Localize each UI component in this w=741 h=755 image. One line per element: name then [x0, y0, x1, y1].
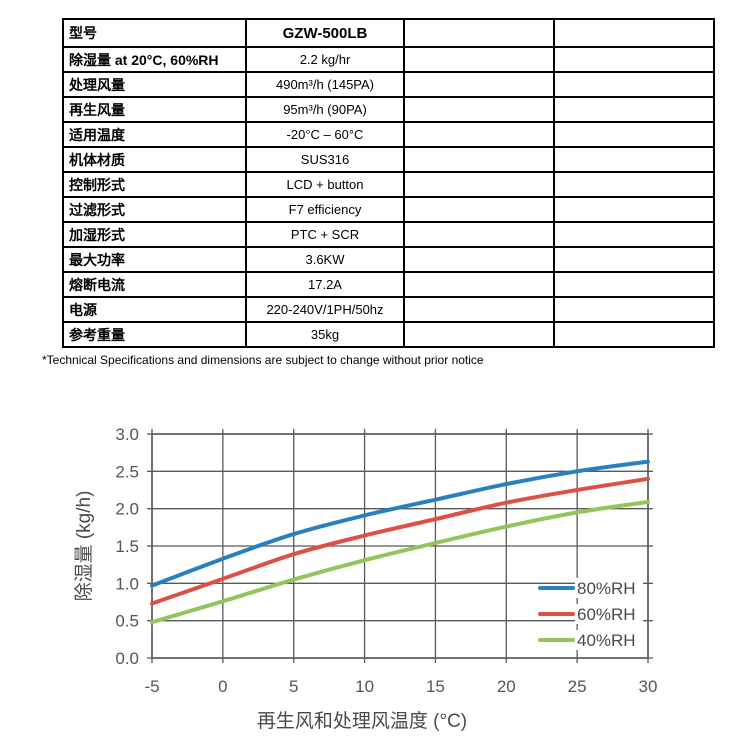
plot-frame	[151, 433, 649, 659]
table-row: 加湿形式 PTC + SCR	[62, 221, 715, 248]
spec-label: 再生风量	[62, 96, 247, 123]
spec-label: 除湿量 at 20°C, 60%RH	[62, 46, 247, 73]
spec-value: F7 efficiency	[245, 196, 405, 223]
table-row: 参考重量 35kg	[62, 321, 715, 348]
table-row: 型号 GZW-500LB	[62, 18, 715, 48]
spec-table: 型号 GZW-500LB 除湿量 at 20°C, 60%RH 2.2 kg/hr 处理…	[62, 18, 715, 348]
spec-value: 2.2 kg/hr	[245, 46, 405, 73]
legend-label-bg	[575, 604, 643, 624]
empty-cell	[403, 321, 555, 348]
empty-cell	[403, 121, 555, 148]
spec-label: 参考重量	[62, 321, 247, 348]
empty-cell	[403, 221, 555, 248]
spec-label: 适用温度	[62, 121, 247, 148]
spec-value: 490m³/h (145PA)	[245, 71, 405, 98]
spec-label: 加湿形式	[62, 221, 247, 248]
table-row: 再生风量 95m³/h (90PA)	[62, 96, 715, 123]
spec-label: 过滤形式	[62, 196, 247, 223]
empty-cell	[403, 171, 555, 198]
spec-value: PTC + SCR	[245, 221, 405, 248]
y-tick-label: 0.0	[115, 649, 139, 668]
empty-cell	[553, 18, 715, 48]
empty-cell	[553, 146, 715, 173]
x-tick-label: 30	[639, 677, 658, 696]
footnote: *Technical Specifications and dimensions…	[42, 353, 484, 367]
empty-cell	[403, 196, 555, 223]
spec-label: 处理风量	[62, 71, 247, 98]
chart-curve-80%RH	[150, 459, 650, 588]
empty-cell	[553, 121, 715, 148]
y-tick-label: 0.5	[115, 612, 139, 631]
empty-cell	[403, 96, 555, 123]
spec-label: 型号	[62, 18, 247, 48]
x-tick-label: -5	[144, 677, 159, 696]
spec-value: 17.2A	[245, 271, 405, 298]
spec-value: GZW-500LB	[245, 18, 405, 48]
empty-cell	[553, 71, 715, 98]
spec-label: 最大功率	[62, 246, 247, 273]
empty-cell	[553, 171, 715, 198]
y-tick-label: 1.0	[115, 574, 139, 593]
empty-cell	[553, 96, 715, 123]
x-tick-label: 25	[568, 677, 587, 696]
spec-value: 95m³/h (90PA)	[245, 96, 405, 123]
y-tick-label: 2.5	[115, 462, 139, 481]
empty-cell	[553, 296, 715, 323]
x-tick-label: 10	[355, 677, 374, 696]
legend-label-bg	[575, 578, 643, 598]
spec-label: 控制形式	[62, 171, 247, 198]
empty-cell	[553, 196, 715, 223]
empty-cell	[403, 246, 555, 273]
table-row: 过滤形式 F7 efficiency	[62, 196, 715, 223]
spec-label: 机体材质	[62, 146, 247, 173]
empty-cell	[553, 46, 715, 73]
empty-cell	[403, 46, 555, 73]
capacity-chart: -5 0 5 10 15 20 25 30 3.0 2.5 2.0 1.5 1.0 0.5 0.0 再生风和处…	[0, 400, 741, 750]
empty-cell	[403, 146, 555, 173]
x-axis-label: 再生风和处理风温度 (°C)	[257, 710, 467, 732]
spec-label: 熔断电流	[62, 271, 247, 298]
spec-value: 35kg	[245, 321, 405, 348]
legend-label: 80%RH	[577, 579, 636, 598]
capacity-chart-svg: -5 0 5 10 15 20 25 30 3.0 2.5 2.0 1.5 1.0 0.5 0.0 再生风和处…	[73, 425, 658, 732]
table-row: 控制形式 LCD + button	[62, 171, 715, 198]
x-tick-label: 5	[289, 677, 298, 696]
spec-label: 电源	[62, 296, 247, 323]
empty-cell	[553, 321, 715, 348]
table-row: 电源 220-240V/1PH/50hz	[62, 296, 715, 323]
empty-cell	[403, 296, 555, 323]
table-row: 适用温度 -20°C – 60°C	[62, 121, 715, 148]
table-row: 最大功率 3.6KW	[62, 246, 715, 273]
legend-label: 40%RH	[577, 631, 636, 650]
table-row: 熔断电流 17.2A	[62, 271, 715, 298]
empty-cell	[403, 271, 555, 298]
empty-cell	[403, 18, 555, 48]
empty-cell	[553, 221, 715, 248]
x-tick-label: 0	[218, 677, 227, 696]
empty-cell	[553, 271, 715, 298]
y-tick-label: 1.5	[115, 537, 139, 556]
spec-value: 220-240V/1PH/50hz	[245, 296, 405, 323]
spec-value: -20°C – 60°C	[245, 121, 405, 148]
table-row: 处理风量 490m³/h (145PA)	[62, 71, 715, 98]
spec-value: SUS316	[245, 146, 405, 173]
chart-curve-60%RH	[150, 476, 650, 606]
x-tick-label: 15	[426, 677, 445, 696]
y-tick-label: 2.0	[115, 500, 139, 519]
chart-curve-40%RH	[150, 499, 650, 625]
empty-cell	[553, 246, 715, 273]
table-row: 除湿量 at 20°C, 60%RH 2.2 kg/hr	[62, 46, 715, 73]
legend-label-bg	[575, 630, 643, 650]
x-tick-label: 20	[497, 677, 516, 696]
y-tick-label: 3.0	[115, 425, 139, 444]
empty-cell	[403, 71, 555, 98]
spec-value: LCD + button	[245, 171, 405, 198]
legend-label: 60%RH	[577, 605, 636, 624]
y-axis-label: 除湿量 (kg/h)	[73, 491, 95, 602]
spec-value: 3.6KW	[245, 246, 405, 273]
table-row: 机体材质 SUS316	[62, 146, 715, 173]
